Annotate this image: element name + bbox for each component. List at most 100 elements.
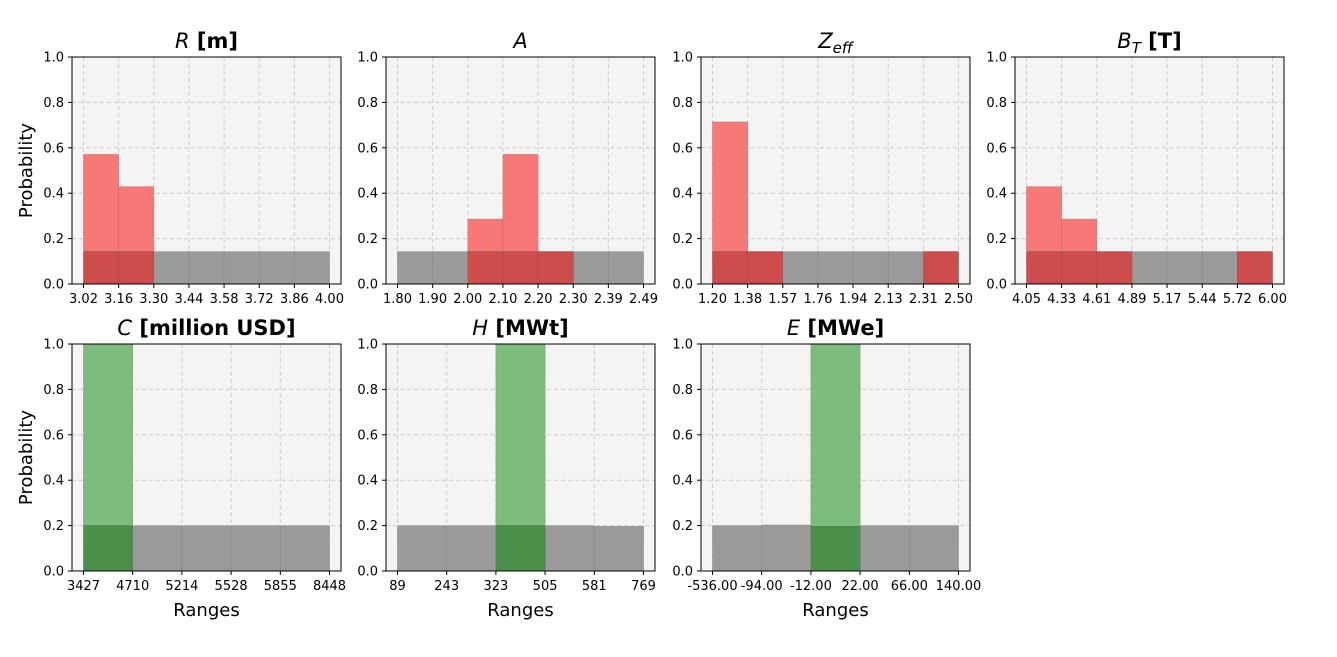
- posterior-bar-overlap: [810, 526, 861, 572]
- subplot-6: 0.0 0.2 0.4 0.6 0.8 1.0 89 243 323 505 581 769 H [MW…: [357, 316, 656, 621]
- y-tick-label: 0.2: [672, 232, 693, 247]
- y-tick-label: 0.4: [357, 474, 378, 489]
- x-tick-label: 1.57: [768, 292, 797, 307]
- posterior-bar: [467, 218, 504, 252]
- x-tick-label: 5214: [165, 579, 198, 594]
- posterior-bar-overlap: [118, 251, 155, 285]
- y-tick-label: 0.2: [357, 519, 378, 534]
- posterior-bar-overlap: [712, 251, 748, 285]
- axes-frame: [700, 343, 971, 572]
- y-tick-label: 1.0: [357, 51, 378, 66]
- posterior-bar: [83, 154, 119, 252]
- y-tick-label: 0.6: [43, 141, 64, 156]
- prior-bar: [132, 525, 183, 572]
- x-tick-label: 22.00: [841, 579, 878, 594]
- x-tick-label: 5.17: [1153, 292, 1182, 307]
- x-tick-label: 2.50: [944, 292, 973, 307]
- y-tick-label: 0.0: [672, 278, 693, 293]
- prior-bar: [432, 251, 469, 285]
- x-tick-label: 3.44: [174, 292, 203, 307]
- posterior-bar: [1026, 186, 1062, 252]
- prior-bar: [782, 251, 819, 285]
- y-tick-label: 0.2: [672, 519, 693, 534]
- posterior-bar: [1061, 218, 1098, 252]
- posterior-bar: [502, 154, 539, 252]
- y-tick-label: 0.8: [43, 96, 64, 111]
- prior-bar: [1201, 251, 1238, 285]
- axes-frame: [71, 343, 342, 572]
- y-tick-label: 1.0: [357, 338, 378, 353]
- posterior-bar-overlap: [1096, 251, 1133, 285]
- prior-bar: [887, 251, 924, 285]
- posterior-bar-overlap: [83, 251, 119, 285]
- x-tick-label: 6.00: [1258, 292, 1287, 307]
- prior-bar: [909, 525, 959, 572]
- prior-bar: [859, 525, 910, 572]
- x-tick-label: -94.00: [741, 579, 783, 594]
- x-tick-label: 8448: [313, 579, 346, 594]
- x-tick-label: 2.39: [594, 292, 623, 307]
- posterior-bar-overlap: [1061, 251, 1098, 285]
- subplot-title: E [MWe]: [787, 316, 884, 340]
- x-tick-label: 3.86: [280, 292, 309, 307]
- posterior-bar: [810, 343, 861, 527]
- x-axis-label: Ranges: [802, 600, 868, 621]
- x-tick-label: -536.00: [687, 579, 737, 594]
- prior-bar: [712, 525, 762, 572]
- subplot-5: 0.0 0.2 0.4 0.6 0.8 1.0 3427 4710 5214 5528 5855 84…: [16, 316, 346, 621]
- prior-bar: [817, 251, 854, 285]
- y-tick-label: 0.2: [986, 232, 1007, 247]
- x-tick-label: 4.33: [1047, 292, 1076, 307]
- y-tick-label: 1.0: [986, 51, 1007, 66]
- x-tick-label: 5528: [215, 579, 248, 594]
- prior-bar: [181, 525, 232, 572]
- x-tick-label: 243: [434, 579, 459, 594]
- y-tick-label: 0.6: [672, 141, 693, 156]
- y-axis-label: Probability: [16, 410, 37, 505]
- x-tick-label: 2.10: [488, 292, 517, 307]
- posterior-bar-overlap: [1237, 251, 1273, 285]
- x-tick-label: 3.72: [245, 292, 274, 307]
- x-tick-label: 1.20: [698, 292, 727, 307]
- x-tick-label: 2.31: [909, 292, 938, 307]
- x-tick-label: 140.00: [936, 579, 982, 594]
- x-axis-label: Ranges: [487, 600, 553, 621]
- y-tick-label: 1.0: [672, 51, 693, 66]
- y-tick-label: 0.0: [672, 565, 693, 580]
- y-tick-label: 0.6: [357, 428, 378, 443]
- subplot-7: 0.0 0.2 0.4 0.6 0.8 1.0 -536.00 -94.00 -12.00 22.…: [672, 316, 981, 621]
- subplot-title: R [m]: [175, 29, 238, 53]
- y-tick-label: 0.0: [986, 278, 1007, 293]
- y-tick-label: 0.4: [357, 187, 378, 202]
- y-tick-label: 0.8: [986, 96, 1007, 111]
- y-tick-label: 0.6: [672, 428, 693, 443]
- y-tick-label: 1.0: [43, 338, 64, 353]
- y-tick-label: 0.2: [43, 232, 64, 247]
- x-tick-label: 1.38: [733, 292, 762, 307]
- prior-bar: [230, 525, 281, 572]
- x-tick-label: 769: [631, 579, 656, 594]
- axes-frame: [700, 56, 971, 285]
- x-tick-label: 2.30: [559, 292, 588, 307]
- axes-frame: [71, 56, 342, 285]
- subplot-title: H [MWt]: [472, 316, 568, 340]
- prior-bar: [188, 251, 225, 285]
- y-tick-label: 0.8: [43, 383, 64, 398]
- y-tick-label: 0.2: [357, 232, 378, 247]
- prior-bar: [608, 251, 644, 285]
- y-tick-label: 0.8: [672, 96, 693, 111]
- x-tick-label: 4.61: [1082, 292, 1111, 307]
- x-tick-label: 4710: [116, 579, 149, 594]
- y-tick-label: 0.4: [43, 187, 64, 202]
- y-tick-label: 0.0: [357, 565, 378, 580]
- prior-bar: [223, 251, 260, 285]
- x-tick-label: 2.49: [629, 292, 658, 307]
- y-tick-label: 1.0: [672, 338, 693, 353]
- axes-frame: [1014, 56, 1285, 285]
- y-tick-label: 0.4: [43, 474, 64, 489]
- x-tick-label: 5855: [264, 579, 297, 594]
- x-tick-label: 581: [582, 579, 607, 594]
- axes-frame: [385, 343, 656, 572]
- prior-bar: [280, 525, 330, 572]
